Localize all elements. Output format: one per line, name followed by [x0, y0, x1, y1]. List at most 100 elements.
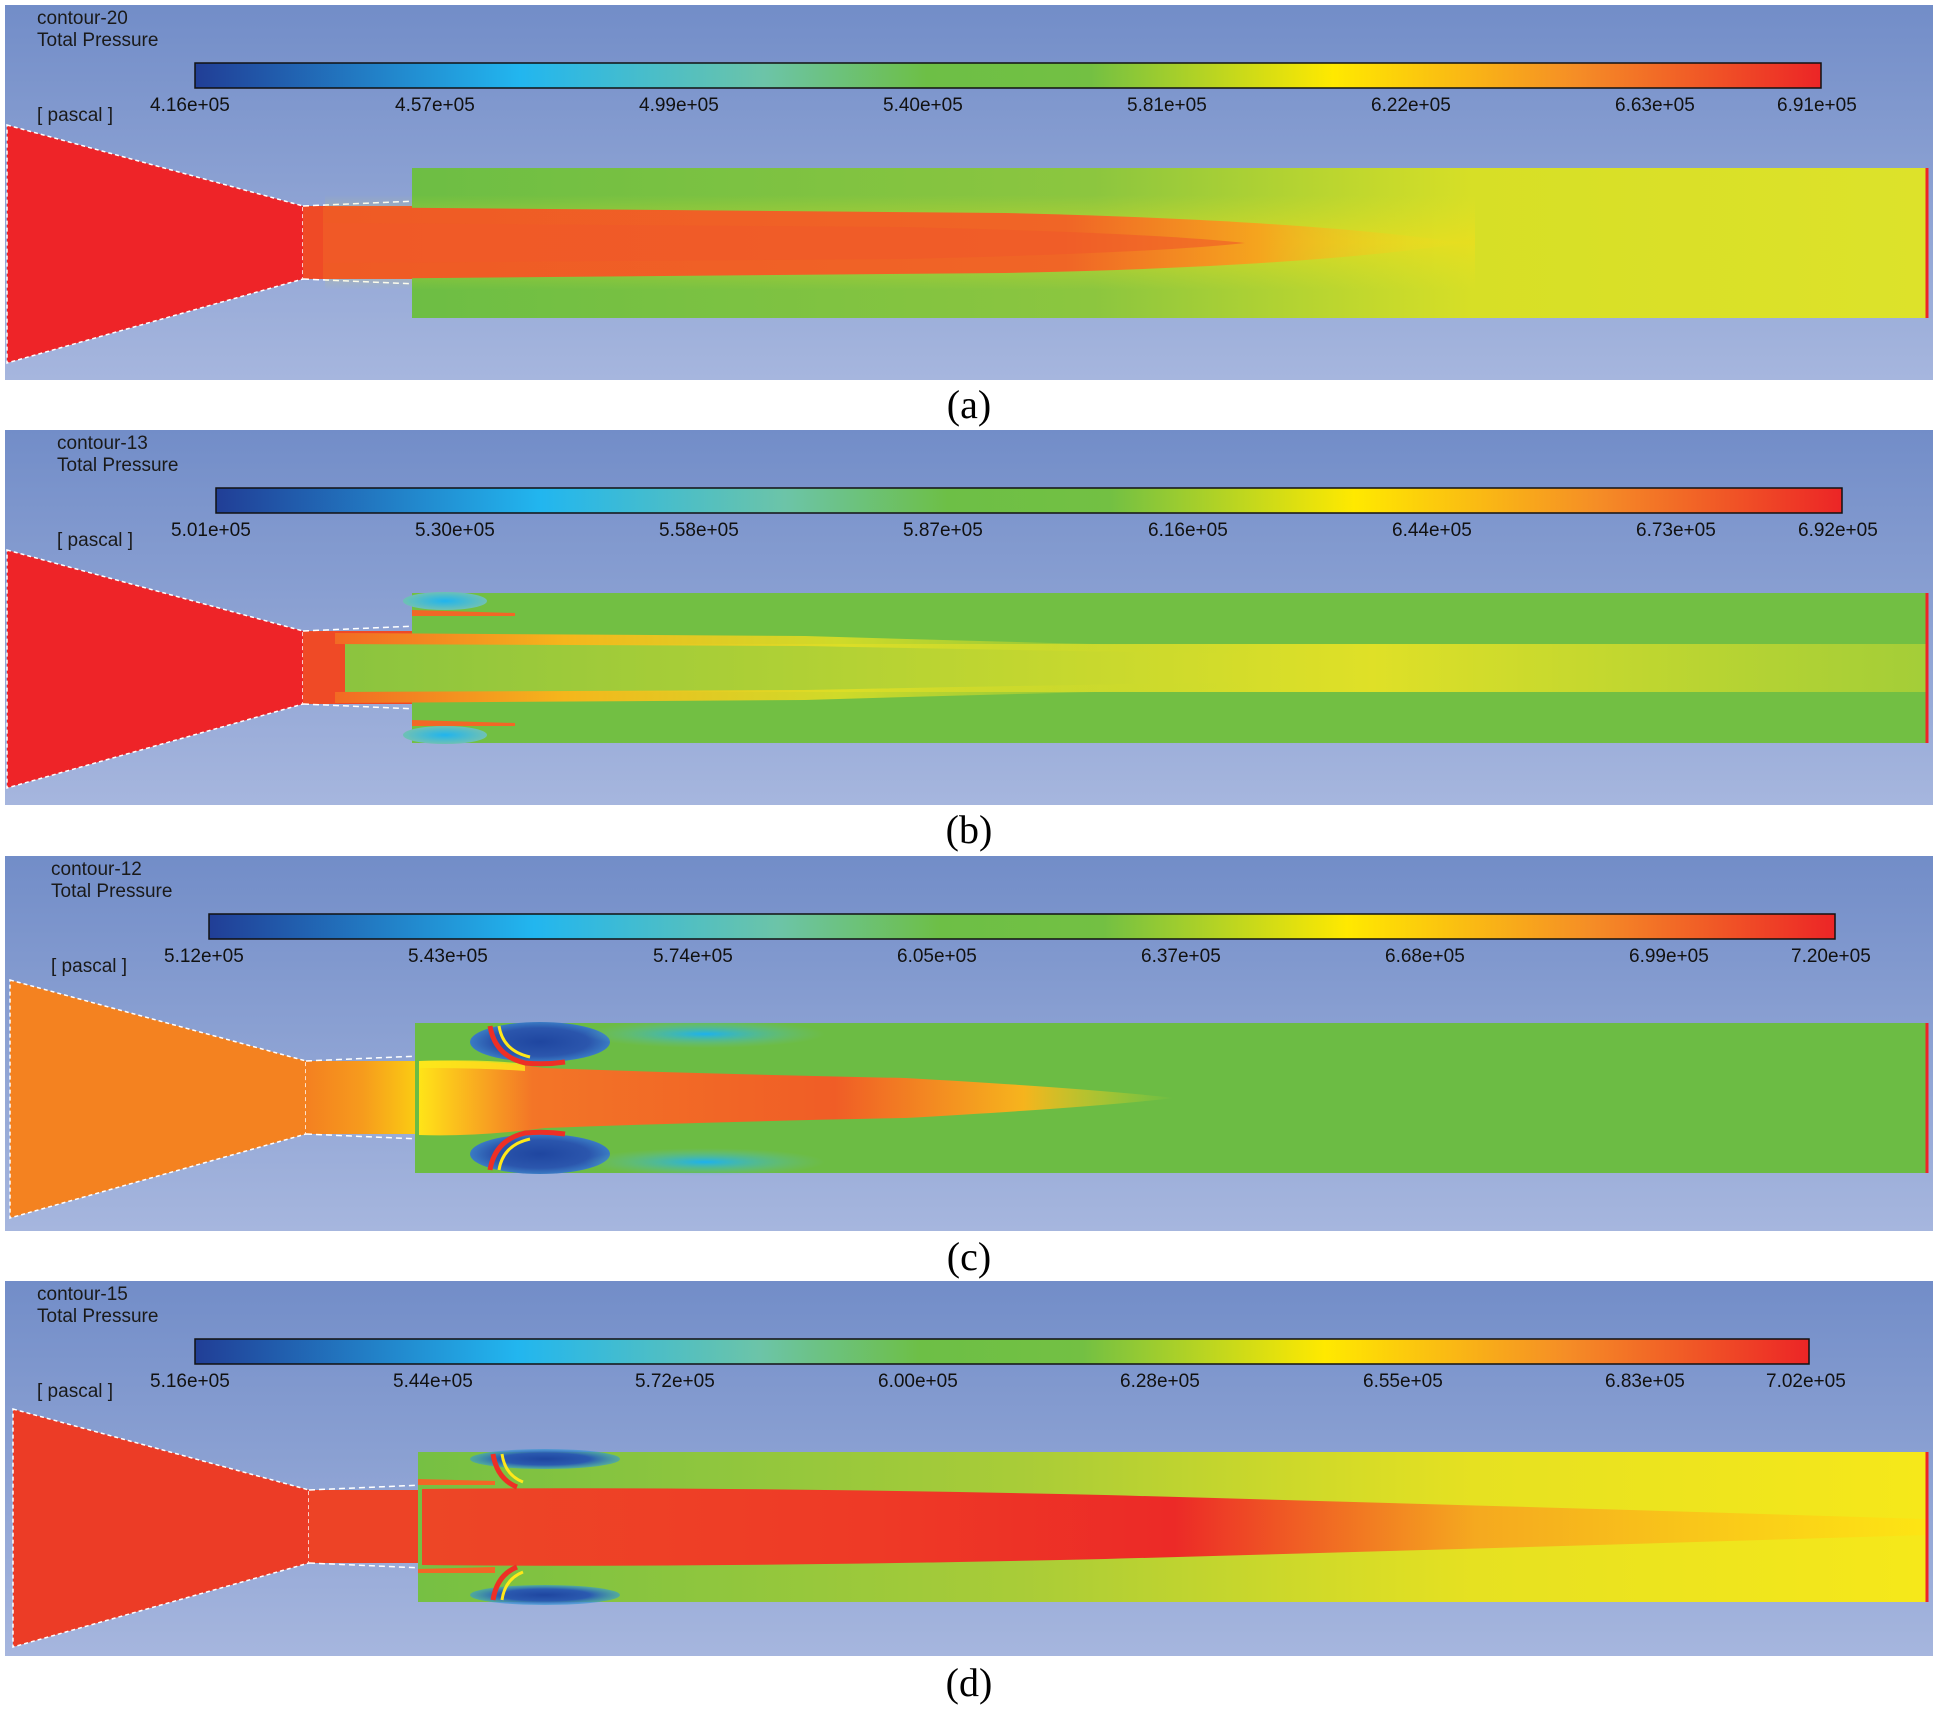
- tick-label: 5.72e+05: [635, 1371, 715, 1392]
- throat-wall: [308, 1562, 423, 1569]
- wall-streak-lower: [418, 1567, 495, 1573]
- shock-line-upper-yellow: [497, 1025, 531, 1059]
- panel-c: contour-12 Total Pressure [ pascal ] 5.1…: [5, 856, 1933, 1231]
- tick-label: 6.73e+05: [1636, 520, 1716, 541]
- tick-labels: 4.16e+05 4.57e+05 4.99e+05 5.40e+05 5.81…: [150, 95, 1857, 116]
- throat-wall: [305, 1055, 420, 1062]
- contour-domain: [9, 979, 1929, 1219]
- colorbar-gradient: [194, 1338, 1810, 1365]
- variable-name: Total Pressure: [57, 455, 178, 476]
- tick-label: 6.99e+05: [1629, 946, 1709, 967]
- tick-label: 5.87e+05: [903, 520, 983, 541]
- tick-labels: 5.01e+05 5.30e+05 5.58e+05 5.87e+05 6.16…: [171, 520, 1878, 541]
- tick-label: 6.68e+05: [1385, 946, 1465, 967]
- tick-label: 6.83e+05: [1605, 1371, 1685, 1392]
- tick-label: 6.91e+05: [1777, 95, 1857, 116]
- tick-label: 6.00e+05: [878, 1371, 958, 1392]
- panel-b: contour-13 Total Pressure [ pascal ] 5.0…: [5, 430, 1933, 805]
- tick-label: 6.05e+05: [897, 946, 977, 967]
- colorbar: 5.16e+05 5.44e+05 5.72e+05 6.00e+05 6.28…: [150, 1338, 1846, 1392]
- colorbar: 5.12e+05 5.43e+05 5.74e+05 6.05e+05 6.37…: [164, 913, 1871, 967]
- jet-streak-lower: [335, 682, 1255, 703]
- throat-wall: [308, 1484, 423, 1491]
- tick-label: 6.44e+05: [1392, 520, 1472, 541]
- vortex-upper: [470, 1449, 620, 1469]
- shock-line-lower-yellow: [500, 1570, 524, 1601]
- caption-d: (d): [946, 1660, 993, 1705]
- unit-label: [ pascal ]: [37, 105, 113, 126]
- tick-label: 6.37e+05: [1141, 946, 1221, 967]
- tick-label: 5.40e+05: [883, 95, 963, 116]
- variable-name: Total Pressure: [37, 30, 158, 51]
- contour-name: contour-12: [51, 859, 142, 880]
- tick-labels: 5.16e+05 5.44e+05 5.72e+05 6.00e+05 6.28…: [150, 1371, 1846, 1392]
- tick-labels: 5.12e+05 5.43e+05 5.74e+05 6.05e+05 6.37…: [164, 946, 1871, 967]
- tick-label: 5.44e+05: [393, 1371, 473, 1392]
- recirculation-cell: [403, 592, 487, 610]
- jet-streak-upper: [335, 633, 1255, 654]
- shock-line-upper: [490, 1453, 519, 1490]
- throat-wall: [305, 1133, 420, 1140]
- tick-label: 5.81e+05: [1127, 95, 1207, 116]
- low-pressure-lower: [585, 1148, 825, 1176]
- tick-label: 7.02e+05: [1766, 1371, 1846, 1392]
- tick-label: 5.12e+05: [164, 946, 244, 967]
- caption-b: (b): [946, 807, 993, 852]
- throat-wall: [302, 703, 417, 710]
- shock-line-upper: [487, 1025, 566, 1067]
- unit-label: [ pascal ]: [57, 530, 133, 551]
- vortex-lower: [470, 1585, 620, 1605]
- panel-a: contour-20 Total Pressure [ pascal ] 4.1…: [5, 5, 1933, 380]
- nozzle-throat: [309, 1490, 422, 1563]
- contour-domain: [12, 1408, 1929, 1648]
- caption-c: (c): [947, 1234, 991, 1279]
- nozzle-throat: [306, 1061, 419, 1134]
- caption-a: (a): [947, 382, 991, 427]
- tick-label: 4.99e+05: [639, 95, 719, 116]
- throat-wall: [302, 625, 417, 632]
- tick-label: 5.16e+05: [150, 1371, 230, 1392]
- shock-line-lower: [490, 1564, 519, 1601]
- wall-streak-upper: [418, 1479, 495, 1485]
- tick-label: 6.22e+05: [1371, 95, 1451, 116]
- jet-inner-core: [323, 223, 1245, 263]
- contour-name: contour-15: [37, 1284, 128, 1305]
- colorbar-gradient: [215, 487, 1843, 514]
- wall-streak-lower: [412, 720, 515, 726]
- recirculation-cell: [403, 726, 487, 744]
- contour-name: contour-13: [57, 433, 148, 454]
- tick-label: 6.63e+05: [1615, 95, 1695, 116]
- shock-line-lower: [487, 1129, 566, 1171]
- jet-core: [419, 1060, 1175, 1136]
- unit-label: [ pascal ]: [37, 1381, 113, 1402]
- tick-label: 5.01e+05: [171, 520, 251, 541]
- tick-label: 6.92e+05: [1798, 520, 1878, 541]
- tick-label: 6.28e+05: [1120, 1371, 1200, 1392]
- tick-label: 4.57e+05: [395, 95, 475, 116]
- tick-label: 5.58e+05: [659, 520, 739, 541]
- contour-name: contour-20: [37, 8, 128, 29]
- tick-label: 5.30e+05: [415, 520, 495, 541]
- contour-domain: [6, 124, 1929, 364]
- tick-label: 6.16e+05: [1148, 520, 1228, 541]
- colorbar-gradient: [208, 913, 1836, 940]
- tick-label: 7.20e+05: [1791, 946, 1871, 967]
- tick-label: 5.74e+05: [653, 946, 733, 967]
- shock-line-upper-yellow: [500, 1453, 524, 1484]
- low-pressure-upper: [585, 1020, 825, 1048]
- tick-label: 6.55e+05: [1363, 1371, 1443, 1392]
- wall-streak-upper: [412, 610, 515, 616]
- colorbar: 4.16e+05 4.57e+05 4.99e+05 5.40e+05 5.81…: [150, 62, 1857, 116]
- shock-line-lower-yellow: [497, 1137, 531, 1171]
- jet-core: [422, 1488, 1927, 1566]
- panel-d: contour-15 Total Pressure [ pascal ] 5.1…: [5, 1281, 1933, 1656]
- tick-label: 4.16e+05: [150, 95, 230, 116]
- unit-label: [ pascal ]: [51, 956, 127, 977]
- jet-highlight: [419, 1060, 525, 1071]
- variable-name: Total Pressure: [51, 881, 172, 902]
- tick-label: 5.43e+05: [408, 946, 488, 967]
- contour-domain: [6, 549, 1929, 789]
- colorbar: 5.01e+05 5.30e+05 5.58e+05 5.87e+05 6.16…: [171, 487, 1878, 541]
- colorbar-gradient: [194, 62, 1822, 89]
